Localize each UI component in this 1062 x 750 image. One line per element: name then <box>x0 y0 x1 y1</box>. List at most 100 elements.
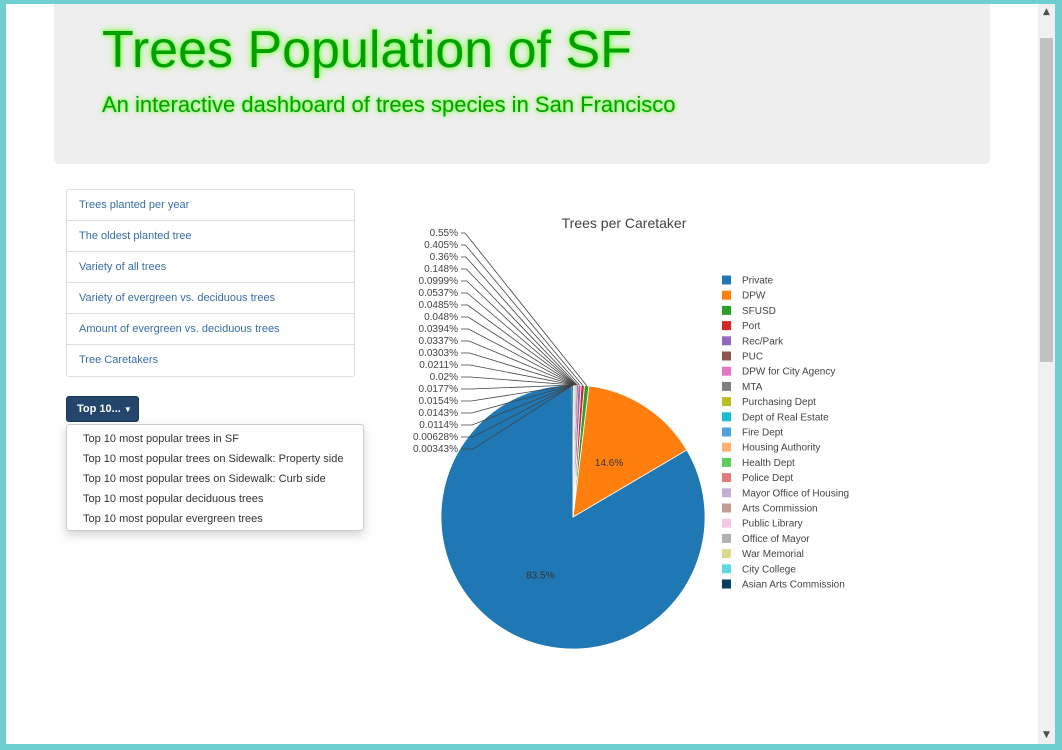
legend-swatch-5[interactable] <box>722 351 731 361</box>
legend-item-1[interactable]: DPW <box>742 291 766 302</box>
slice-label-13: 0.0211% <box>419 360 458 371</box>
legend-swatch-6[interactable] <box>722 366 731 376</box>
leader-line-8 <box>461 304 576 386</box>
legend-swatch-16[interactable] <box>722 518 731 528</box>
leader-line-18 <box>461 384 574 426</box>
leader-line-19 <box>461 384 574 438</box>
page-title: Trees Population of SF <box>102 21 632 79</box>
legend-item-4[interactable]: Rec/Park <box>742 336 784 347</box>
slice-label-8: 0.0485% <box>419 300 459 311</box>
dropdown-item-top10-evergreen[interactable]: Top 10 most popular evergreen trees <box>83 513 263 525</box>
legend-item-14[interactable]: Mayor Office of Housing <box>742 488 849 499</box>
legend-swatch-20[interactable] <box>722 579 731 589</box>
leader-line-4 <box>461 256 580 386</box>
legend-swatch-0[interactable] <box>722 275 731 285</box>
scroll-up-arrow-icon[interactable]: ▲ <box>1043 7 1050 17</box>
leader-line-11 <box>461 340 575 386</box>
legend-swatch-10[interactable] <box>722 427 731 437</box>
legend-item-15[interactable]: Arts Commission <box>742 504 818 515</box>
slice-label-9: 0.048% <box>424 312 458 323</box>
slice-label-16: 0.0154% <box>419 396 459 407</box>
leader-line-3 <box>461 244 584 386</box>
header-banner: Trees Population of SF An interactive da… <box>54 4 990 164</box>
legend-swatch-15[interactable] <box>722 503 731 513</box>
legend-swatch-2[interactable] <box>722 305 731 315</box>
legend-swatch-13[interactable] <box>722 473 731 483</box>
legend-item-11[interactable]: Housing Authority <box>742 443 820 454</box>
top10-dropdown-menu: Top 10 most popular trees in SF Top 10 m… <box>66 424 364 531</box>
slice-label-14: 0.02% <box>430 372 458 383</box>
nav-item-trees-planted-per-year[interactable]: Trees planted per year <box>67 190 354 221</box>
legend-item-17[interactable]: Office of Mayor <box>742 534 810 545</box>
dropdown-item-top10-sf[interactable]: Top 10 most popular trees in SF <box>83 433 239 445</box>
legend-swatch-14[interactable] <box>722 488 731 498</box>
legend-swatch-18[interactable] <box>722 549 731 559</box>
top10-dropdown-button[interactable]: Top 10... ▼ <box>66 396 139 422</box>
nav-item-tree-caretakers[interactable]: Tree Caretakers <box>79 354 159 366</box>
leader-line-5 <box>461 268 578 386</box>
slice-label-5: 0.148% <box>424 264 458 275</box>
leader-line-17 <box>461 384 574 414</box>
nav-item-oldest-planted-tree[interactable]: The oldest planted tree <box>67 221 354 252</box>
scroll-down-arrow-icon[interactable]: ▼ <box>1043 730 1050 740</box>
dropdown-item-top10-curb-side[interactable]: Top 10 most popular trees on Sidewalk: C… <box>83 473 326 485</box>
slice-label-6: 0.0999% <box>419 276 459 287</box>
legend-swatch-19[interactable] <box>722 564 731 574</box>
chart-title: Trees per Caretaker <box>562 215 687 231</box>
legend-swatch-17[interactable] <box>722 533 731 543</box>
page-subtitle: An interactive dashboard of trees specie… <box>102 92 676 117</box>
legend-item-16[interactable]: Public Library <box>742 519 803 530</box>
slice-label-18: 0.0114% <box>419 420 458 431</box>
legend-swatch-4[interactable] <box>722 336 731 346</box>
legend-swatch-1[interactable] <box>722 290 731 300</box>
legend-item-3[interactable]: Port <box>742 321 761 332</box>
legend-item-7[interactable]: MTA <box>742 382 763 393</box>
nav-item-amount-evergreen-deciduous[interactable]: Amount of evergreen vs. deciduous trees <box>67 314 354 345</box>
slice-label-2: 0.55% <box>430 228 458 239</box>
legend-item-10[interactable]: Fire Dept <box>742 428 783 439</box>
slice-label-20: 0.00343% <box>413 444 458 455</box>
legend-item-19[interactable]: City College <box>742 564 796 575</box>
legend-item-0[interactable]: Private <box>742 276 774 287</box>
nav-item-variety-evergreen-deciduous[interactable]: Variety of evergreen vs. deciduous trees <box>67 283 354 314</box>
slice-label-10: 0.0394% <box>419 324 459 335</box>
legend-swatch-9[interactable] <box>722 412 731 422</box>
legend-swatch-11[interactable] <box>722 442 731 452</box>
dropdown-item-top10-property-side[interactable]: Top 10 most popular trees on Sidewalk: P… <box>83 453 344 465</box>
slice-label-3: 0.405% <box>424 240 458 251</box>
legend-item-12[interactable]: Health Dept <box>742 458 795 469</box>
legend-item-8[interactable]: Purchasing Dept <box>742 397 816 408</box>
slice-label-19: 0.00628% <box>413 432 458 443</box>
leader-line-14 <box>461 376 574 386</box>
leader-line-10 <box>461 328 575 386</box>
legend-item-20[interactable]: Asian Arts Commission <box>742 580 845 591</box>
scrollbar-thumb[interactable] <box>1040 38 1053 362</box>
dropdown-item-top10-deciduous[interactable]: Top 10 most popular deciduous trees <box>83 493 264 505</box>
nav-item-variety-all-trees[interactable]: Variety of all trees <box>67 252 354 283</box>
legend-item-6[interactable]: DPW for City Agency <box>742 367 835 378</box>
caretaker-pie-chart: Trees per Caretaker 83.5% 14.6% 0.55%0.405… <box>413 215 849 650</box>
leader-line-6 <box>461 280 577 386</box>
slice-label-15: 0.0177% <box>419 384 459 395</box>
legend-item-18[interactable]: War Memorial <box>742 549 804 560</box>
leader-line-20 <box>461 384 574 450</box>
legend-swatch-12[interactable] <box>722 457 731 467</box>
legend-item-2[interactable]: SFUSD <box>742 306 776 317</box>
leader-line-7 <box>461 292 577 386</box>
legend-swatch-8[interactable] <box>722 397 731 407</box>
leader-line-2 <box>461 232 588 386</box>
legend-item-9[interactable]: Dept of Real Estate <box>742 412 829 423</box>
slice-label-4: 0.36% <box>430 252 458 263</box>
legend-item-5[interactable]: PUC <box>742 352 763 363</box>
slice-label-11: 0.0337% <box>419 336 459 347</box>
legend-item-13[interactable]: Police Dept <box>742 473 793 484</box>
slice-label-0: 83.5% <box>526 570 554 581</box>
slice-label-7: 0.0537% <box>419 288 459 299</box>
legend-swatch-3[interactable] <box>722 321 731 331</box>
top10-dropdown-label: Top 10... <box>77 403 121 415</box>
vertical-scrollbar[interactable]: ▲ ▼ <box>1038 4 1055 744</box>
leader-line-15 <box>461 384 574 390</box>
leader-line-16 <box>461 384 574 402</box>
legend-swatch-7[interactable] <box>722 381 731 391</box>
pie-slice-1[interactable] <box>572 385 688 518</box>
